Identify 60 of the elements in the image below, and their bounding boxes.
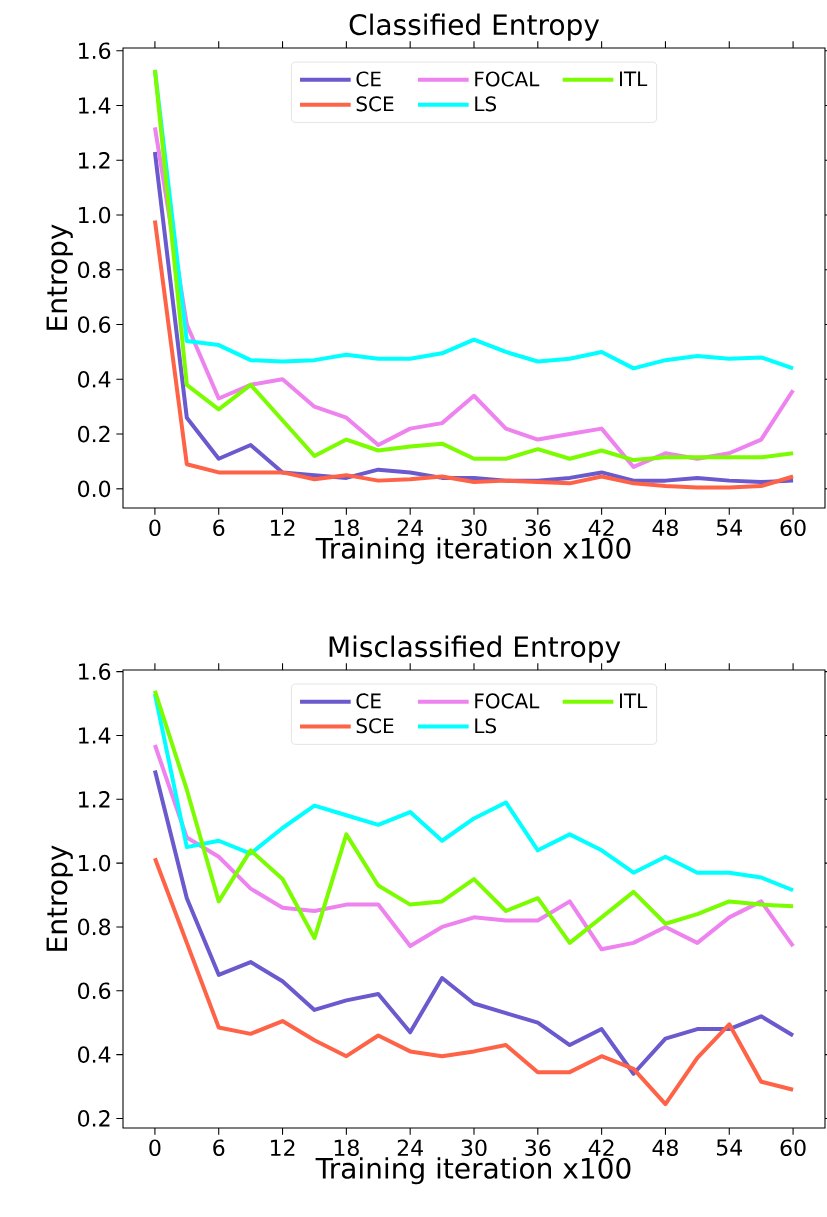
x-tick-label: 12 — [270, 1139, 295, 1156]
x-tick-label: 24 — [397, 1139, 423, 1156]
x-tick-label: 36 — [525, 519, 551, 537]
legend-label: FOCAL — [475, 71, 540, 87]
line-series — [152, 856, 796, 1107]
x-tick-label: 42 — [588, 519, 614, 536]
x-tick-label: 24 — [397, 519, 423, 536]
x-tick-label: 54 — [716, 519, 743, 536]
legend-label: LS — [475, 718, 497, 734]
x-tick-label: 60 — [780, 519, 806, 537]
y-tick-label: 1.0 — [79, 854, 111, 872]
y-tick-label: 0.6 — [78, 316, 111, 333]
line-series — [152, 691, 796, 893]
x-tick-label: 30 — [461, 1139, 487, 1157]
legend-label: FOCAL — [475, 693, 540, 709]
legend-label: ITL — [619, 71, 648, 87]
x-tick-label: 6 — [213, 519, 225, 537]
y-tick-label: 1.6 — [79, 42, 111, 60]
x-tick-label: 12 — [270, 519, 295, 536]
y-tick-label: 1.2 — [79, 791, 110, 808]
x-tick-label: 48 — [652, 519, 678, 537]
x-tick-label: 0 — [149, 1139, 161, 1157]
chart-title: Misclassified Entropy — [329, 635, 621, 663]
x-tick-label: 60 — [780, 1139, 806, 1157]
legend-label: CE — [356, 71, 381, 87]
y-tick-label: 1.0 — [79, 206, 111, 224]
y-tick-label: 0.8 — [78, 918, 111, 936]
y-tick-label: 1.6 — [79, 663, 111, 680]
y-tick-label: 0.6 — [78, 982, 111, 1000]
x-axis-title: Training iteration x100 — [315, 537, 631, 565]
legend-label: SCE — [356, 96, 394, 112]
x-tick-label: 48 — [652, 1139, 678, 1157]
y-tick-label: 0.4 — [78, 370, 111, 388]
legend-label: ITL — [619, 693, 648, 709]
legend-label: SCE — [356, 718, 394, 734]
legend-label: LS — [475, 96, 497, 112]
line-series — [152, 688, 796, 945]
x-tick-label: 36 — [525, 1139, 551, 1157]
y-tick-label: 1.2 — [79, 152, 110, 169]
y-axis-title: Entropy — [46, 845, 73, 951]
x-tick-label: 18 — [334, 519, 359, 537]
line-series — [152, 743, 796, 952]
legend-label: CE — [356, 693, 381, 709]
y-tick-label: 1.4 — [79, 727, 111, 744]
x-axis-title: Training iteration x100 — [315, 1157, 631, 1185]
x-tick-label: 54 — [716, 1139, 743, 1156]
x-tick-label: 6 — [213, 1139, 225, 1157]
y-axis-title: Entropy — [46, 224, 73, 330]
y-tick-label: 0.0 — [78, 480, 111, 498]
y-tick-label: 0.2 — [78, 425, 110, 443]
y-tick-label: 1.4 — [79, 97, 111, 114]
y-tick-label: 0.8 — [78, 261, 111, 279]
y-tick-label: 0.2 — [78, 1110, 110, 1127]
y-tick-label: 0.4 — [78, 1046, 111, 1063]
x-tick-label: 42 — [588, 1139, 614, 1156]
chart-title: Classified Entropy — [349, 13, 600, 41]
x-tick-label: 18 — [334, 1139, 359, 1157]
x-tick-label: 30 — [461, 519, 487, 537]
x-tick-label: 0 — [149, 519, 161, 537]
line-series — [152, 768, 796, 1076]
